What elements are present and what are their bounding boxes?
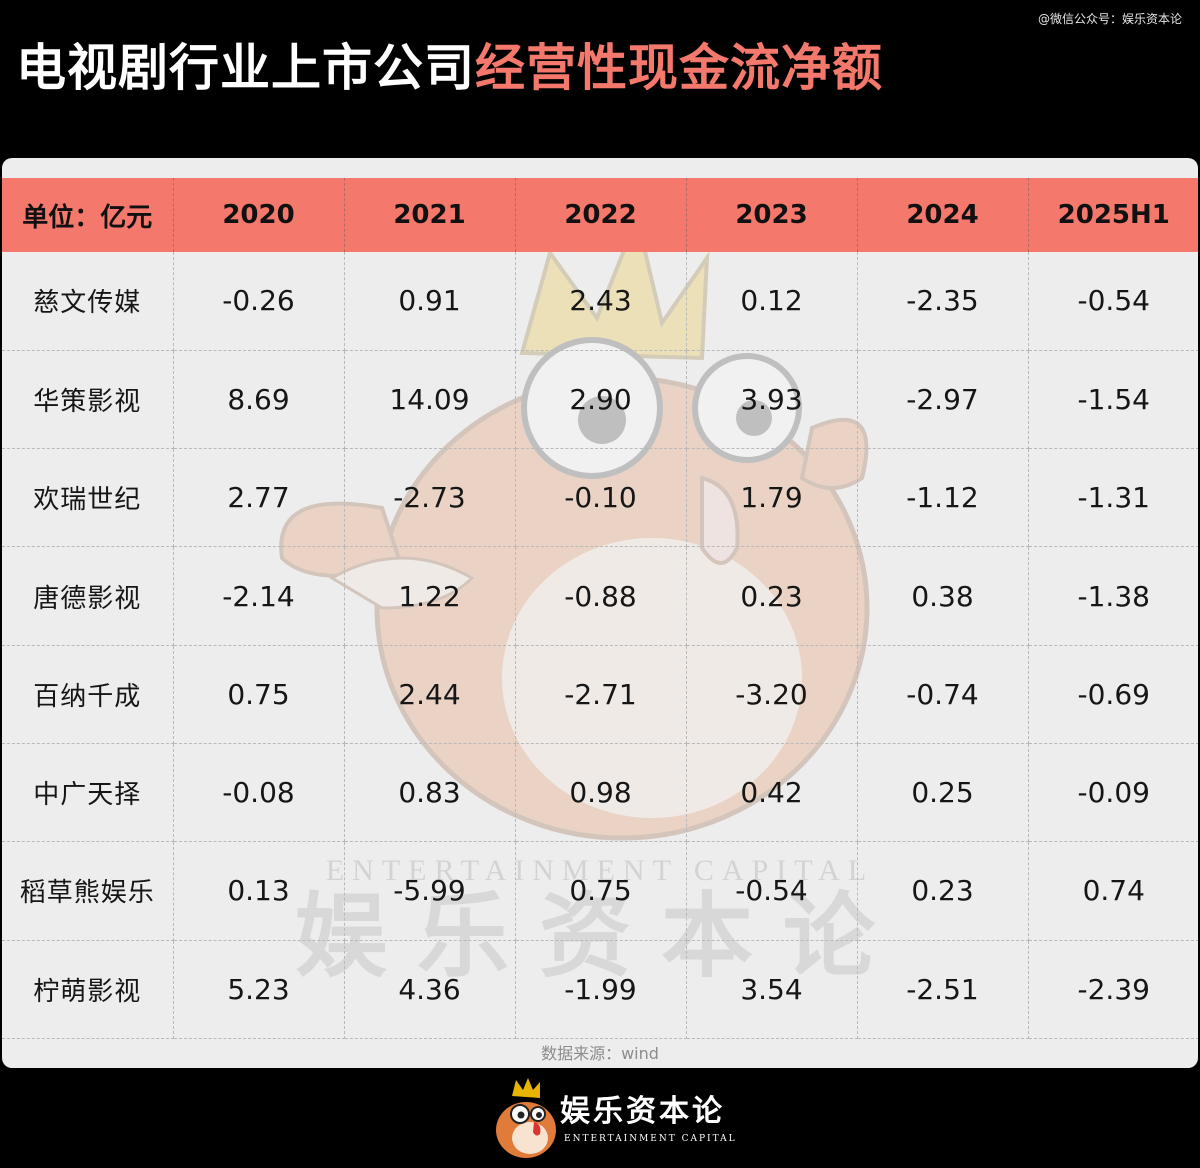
value-cell: 1.22 [344,546,516,646]
value-cell: -2.97 [857,350,1029,450]
value-cell: 0.23 [857,841,1029,941]
column-header: 2025H1 [1028,178,1198,252]
value-cell: -0.88 [515,546,687,646]
company-name-cell: 华策影视 [2,350,174,450]
value-cell: -1.38 [1028,546,1198,646]
column-header: 2024 [857,178,1029,252]
page-title: 电视剧行业上市公司经营性现金流净额 [16,38,883,98]
table-row: 华策影视 8.69 14.09 2.90 3.93 -2.97 -1.54 [2,350,1198,450]
value-cell: -0.26 [173,252,345,351]
value-cell: -0.69 [1028,645,1198,744]
table-row: 唐德影视 -2.14 1.22 -0.88 0.23 0.38 -1.38 [2,546,1198,646]
value-cell: 3.93 [686,350,858,450]
value-cell: -1.99 [515,940,687,1039]
table-row: 慈文传媒 -0.26 0.91 2.43 0.12 -2.35 -0.54 [2,252,1198,351]
mascot-logo-icon [496,1078,556,1158]
column-header: 2022 [515,178,687,252]
value-cell: 2.44 [344,645,516,744]
logo-cn-text: 娱乐资本论 [560,1094,725,1129]
company-name-cell: 稻草熊娱乐 [2,841,174,941]
column-header: 2023 [686,178,858,252]
value-cell: 4.36 [344,940,516,1039]
column-header: 2020 [173,178,345,252]
table-row: 柠萌影视 5.23 4.36 -1.99 3.54 -2.51 -2.39 [2,940,1198,1039]
value-cell: 0.13 [173,841,345,941]
table-row: 百纳千成 0.75 2.44 -2.71 -3.20 -0.74 -0.69 [2,645,1198,744]
value-cell: 0.38 [857,546,1029,646]
value-cell: -2.73 [344,448,516,548]
title-white-part: 电视剧行业上市公司 [16,39,475,97]
value-cell: 0.74 [1028,841,1198,941]
data-source: 数据来源：wind [541,1044,659,1063]
value-cell: -2.71 [515,645,687,744]
wechat-credit: @微信公众号：娱乐资本论 [1037,12,1182,26]
unit-header: 单位：亿元 [2,178,174,252]
title-red-part: 经营性现金流净额 [475,39,883,97]
value-cell: -5.99 [344,841,516,941]
value-cell: -2.51 [857,940,1029,1039]
value-cell: 0.75 [173,645,345,744]
value-cell: 5.23 [173,940,345,1039]
value-cell: -0.09 [1028,743,1198,843]
company-name-cell: 百纳千成 [2,645,174,744]
value-cell: 2.77 [173,448,345,548]
company-name-cell: 慈文传媒 [2,252,174,351]
value-cell: -3.20 [686,645,858,744]
value-cell: -0.10 [515,448,687,548]
value-cell: 8.69 [173,350,345,450]
value-cell: -0.08 [173,743,345,843]
value-cell: -2.39 [1028,940,1198,1039]
value-cell: 0.12 [686,252,858,351]
header-row: 单位：亿元 2020 2021 2022 2023 2024 2025H1 [2,178,1198,252]
value-cell: 0.23 [686,546,858,646]
column-header: 2021 [344,178,516,252]
value-cell: 0.75 [515,841,687,941]
value-cell: -0.54 [686,841,858,941]
company-name-cell: 柠萌影视 [2,940,174,1039]
value-cell: -2.14 [173,546,345,646]
table-panel: ENTERTAINMENT CAPITAL 娱乐资本论 单位：亿元 2020 2… [2,158,1198,1068]
brand-logo: 娱乐资本论 ENTERTAINMENT CAPITAL [490,1076,750,1162]
table-row: 欢瑞世纪 2.77 -2.73 -0.10 1.79 -1.12 -1.31 [2,448,1198,548]
value-cell: 0.42 [686,743,858,843]
value-cell: 14.09 [344,350,516,450]
value-cell: 0.25 [857,743,1029,843]
value-cell: 0.98 [515,743,687,843]
value-cell: -1.54 [1028,350,1198,450]
table-row: 稻草熊娱乐 0.13 -5.99 0.75 -0.54 0.23 0.74 [2,841,1198,941]
table-row: 中广天择 -0.08 0.83 0.98 0.42 0.25 -0.09 [2,743,1198,843]
value-cell: 2.43 [515,252,687,351]
company-name-cell: 中广天择 [2,743,174,843]
value-cell: 1.79 [686,448,858,548]
value-cell: 0.83 [344,743,516,843]
value-cell: -1.12 [857,448,1029,548]
value-cell: -0.74 [857,645,1029,744]
value-cell: 0.91 [344,252,516,351]
value-cell: -1.31 [1028,448,1198,548]
value-cell: -2.35 [857,252,1029,351]
cashflow-table: 单位：亿元 2020 2021 2022 2023 2024 2025H1 慈文… [2,178,1198,1039]
value-cell: 3.54 [686,940,858,1039]
company-name-cell: 唐德影视 [2,546,174,646]
logo-en-text: ENTERTAINMENT CAPITAL [564,1134,737,1144]
value-cell: 2.90 [515,350,687,450]
value-cell: -0.54 [1028,252,1198,351]
company-name-cell: 欢瑞世纪 [2,448,174,548]
table-body: 慈文传媒 -0.26 0.91 2.43 0.12 -2.35 -0.54 华策影视 8.69 1… [2,252,1198,1039]
